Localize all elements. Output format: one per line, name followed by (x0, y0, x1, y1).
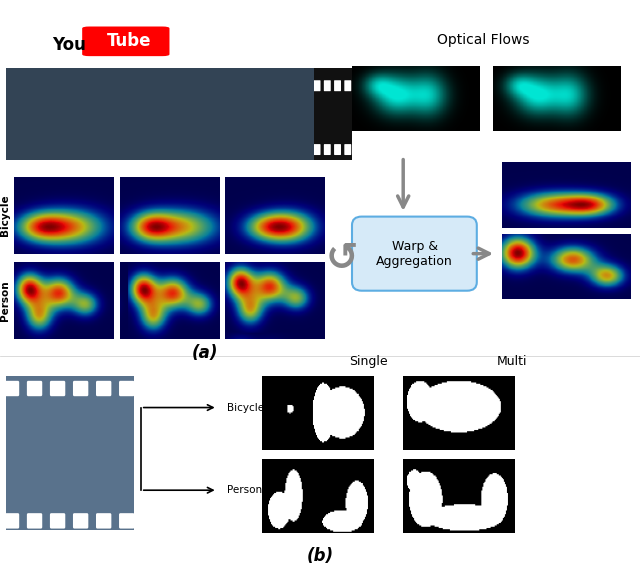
FancyBboxPatch shape (352, 217, 477, 291)
FancyBboxPatch shape (82, 27, 170, 56)
Text: Warp &
Aggregation: Warp & Aggregation (376, 239, 453, 268)
Text: Person: Person (227, 485, 262, 495)
FancyBboxPatch shape (248, 144, 268, 155)
FancyBboxPatch shape (248, 80, 268, 91)
FancyBboxPatch shape (27, 513, 42, 528)
FancyBboxPatch shape (145, 80, 166, 91)
FancyBboxPatch shape (165, 144, 186, 155)
FancyBboxPatch shape (63, 80, 84, 91)
Text: Multi: Multi (497, 355, 527, 368)
FancyBboxPatch shape (96, 381, 111, 396)
FancyBboxPatch shape (42, 144, 63, 155)
FancyBboxPatch shape (227, 80, 248, 91)
FancyBboxPatch shape (128, 61, 415, 167)
FancyBboxPatch shape (268, 80, 289, 91)
FancyBboxPatch shape (227, 144, 248, 155)
FancyBboxPatch shape (308, 80, 330, 91)
FancyBboxPatch shape (50, 381, 65, 396)
FancyBboxPatch shape (22, 80, 43, 91)
FancyBboxPatch shape (308, 144, 330, 155)
FancyBboxPatch shape (22, 61, 309, 167)
FancyBboxPatch shape (165, 80, 186, 91)
FancyBboxPatch shape (73, 381, 88, 396)
FancyBboxPatch shape (186, 80, 207, 91)
FancyBboxPatch shape (4, 381, 19, 396)
FancyBboxPatch shape (104, 80, 125, 91)
FancyBboxPatch shape (334, 80, 341, 91)
FancyBboxPatch shape (84, 80, 104, 91)
Text: Optical Flows: Optical Flows (437, 33, 529, 47)
FancyBboxPatch shape (42, 80, 63, 91)
FancyBboxPatch shape (27, 381, 42, 396)
FancyBboxPatch shape (206, 144, 227, 155)
Text: Tube: Tube (106, 32, 151, 50)
FancyBboxPatch shape (124, 80, 145, 91)
FancyBboxPatch shape (0, 61, 204, 167)
FancyBboxPatch shape (314, 80, 321, 91)
Text: Single: Single (349, 355, 387, 368)
FancyBboxPatch shape (302, 41, 364, 187)
FancyBboxPatch shape (124, 144, 145, 155)
FancyBboxPatch shape (119, 381, 134, 396)
Text: ↺: ↺ (326, 241, 358, 278)
FancyBboxPatch shape (96, 513, 111, 528)
FancyBboxPatch shape (268, 144, 289, 155)
FancyBboxPatch shape (206, 80, 227, 91)
FancyBboxPatch shape (22, 144, 43, 155)
FancyBboxPatch shape (324, 144, 331, 155)
FancyBboxPatch shape (73, 513, 88, 528)
FancyBboxPatch shape (50, 513, 65, 528)
FancyBboxPatch shape (4, 513, 19, 528)
FancyBboxPatch shape (145, 144, 166, 155)
Text: You: You (52, 36, 86, 54)
Text: Person: Person (0, 280, 10, 321)
FancyBboxPatch shape (119, 513, 134, 528)
FancyBboxPatch shape (344, 80, 351, 91)
FancyBboxPatch shape (288, 80, 309, 91)
FancyBboxPatch shape (84, 144, 104, 155)
FancyBboxPatch shape (334, 144, 341, 155)
FancyBboxPatch shape (1, 144, 22, 155)
FancyBboxPatch shape (288, 144, 309, 155)
FancyBboxPatch shape (1, 80, 22, 91)
FancyBboxPatch shape (104, 144, 125, 155)
Text: Bicycle: Bicycle (227, 402, 264, 413)
FancyBboxPatch shape (0, 41, 422, 187)
FancyBboxPatch shape (186, 144, 207, 155)
Text: (b): (b) (307, 547, 333, 565)
FancyBboxPatch shape (324, 80, 331, 91)
FancyBboxPatch shape (63, 144, 84, 155)
Text: (a): (a) (191, 344, 218, 363)
Text: Bicycle: Bicycle (0, 194, 10, 236)
FancyBboxPatch shape (314, 144, 321, 155)
FancyBboxPatch shape (344, 144, 351, 155)
